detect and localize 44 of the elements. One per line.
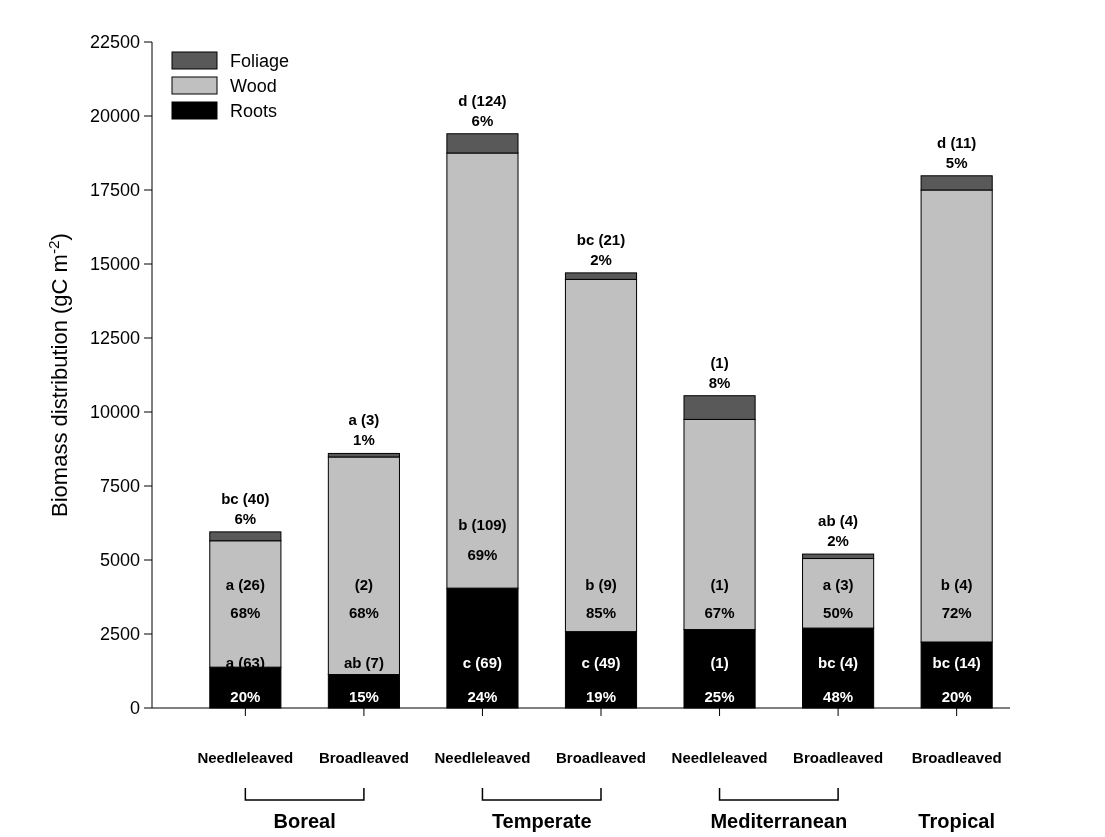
text: Mediterranean <box>710 810 848 832</box>
annotation: c (49) 19% <box>581 654 621 705</box>
y-tick-label: 0 <box>129 698 140 719</box>
y-tick-label: 22500 <box>89 32 140 53</box>
annotation: d (124) 6% <box>458 91 507 129</box>
annotation: (1) 67% <box>704 576 735 621</box>
annotation: bc (4) 48% <box>818 654 859 705</box>
annotation: c (69) 24% <box>462 654 503 705</box>
annotation: (2) 68% <box>348 576 379 621</box>
x-tick-label: Needleleaved <box>671 749 768 766</box>
x-tick-label: Needleleaved <box>197 749 294 766</box>
annotation: a (3) 1% <box>348 411 380 449</box>
annotation: ab (4) 2% <box>818 512 859 550</box>
annotation: b (9) 85% <box>585 576 617 621</box>
annotation: (1) 8% <box>708 353 731 391</box>
y-tick-label: 7500 <box>99 476 140 497</box>
annotation: a (26) 68% <box>225 576 265 621</box>
legend-label: Wood <box>230 76 277 97</box>
y-tick-label: 5000 <box>99 550 140 571</box>
legend-label: Foliage <box>230 51 290 72</box>
y-tick-label: 2500 <box>99 624 140 645</box>
text: Temperate <box>491 810 592 832</box>
x-tick-label: Needleleaved <box>434 749 531 766</box>
annotation: bc (40) 6% <box>221 489 270 527</box>
x-tick-label: Broadleaved <box>793 749 884 766</box>
annotation: a (3) 50% <box>822 576 854 621</box>
x-tick-label: Broadleaved <box>318 749 409 766</box>
annotation: bc (14) 20% <box>932 654 981 705</box>
x-tick-label: Broadleaved <box>555 749 647 766</box>
annotation: b (4) 72% <box>940 576 973 621</box>
y-tick-label: 20000 <box>89 106 140 127</box>
legend-label: Roots <box>230 101 278 122</box>
annotation: d (11) 5% <box>937 133 977 171</box>
y-tick-label: 10000 <box>89 402 140 423</box>
annotation: (1) 25% <box>704 654 735 705</box>
text: Boreal <box>273 810 336 832</box>
y-tick-label: 12500 <box>89 328 140 349</box>
x-tick-label: Broadleaved <box>911 749 1002 766</box>
annotation: bc (21) 2% <box>576 230 626 268</box>
annotation: ab (7) 15% <box>343 654 384 705</box>
annotation: b (109) 69% <box>458 516 507 564</box>
text: Tropical <box>918 810 995 832</box>
y-tick-label: 17500 <box>89 180 140 201</box>
y-tick-label: 15000 <box>89 254 140 275</box>
